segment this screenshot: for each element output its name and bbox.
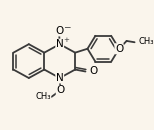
Text: O: O xyxy=(115,44,123,54)
Text: CH₃: CH₃ xyxy=(35,92,51,101)
Text: −: − xyxy=(63,23,70,32)
Text: N: N xyxy=(56,73,64,83)
Text: O: O xyxy=(55,26,63,36)
Text: N: N xyxy=(56,39,64,49)
Text: O: O xyxy=(89,66,97,76)
Text: +: + xyxy=(63,37,69,43)
Text: O: O xyxy=(56,85,65,95)
Text: CH₃: CH₃ xyxy=(139,37,154,46)
